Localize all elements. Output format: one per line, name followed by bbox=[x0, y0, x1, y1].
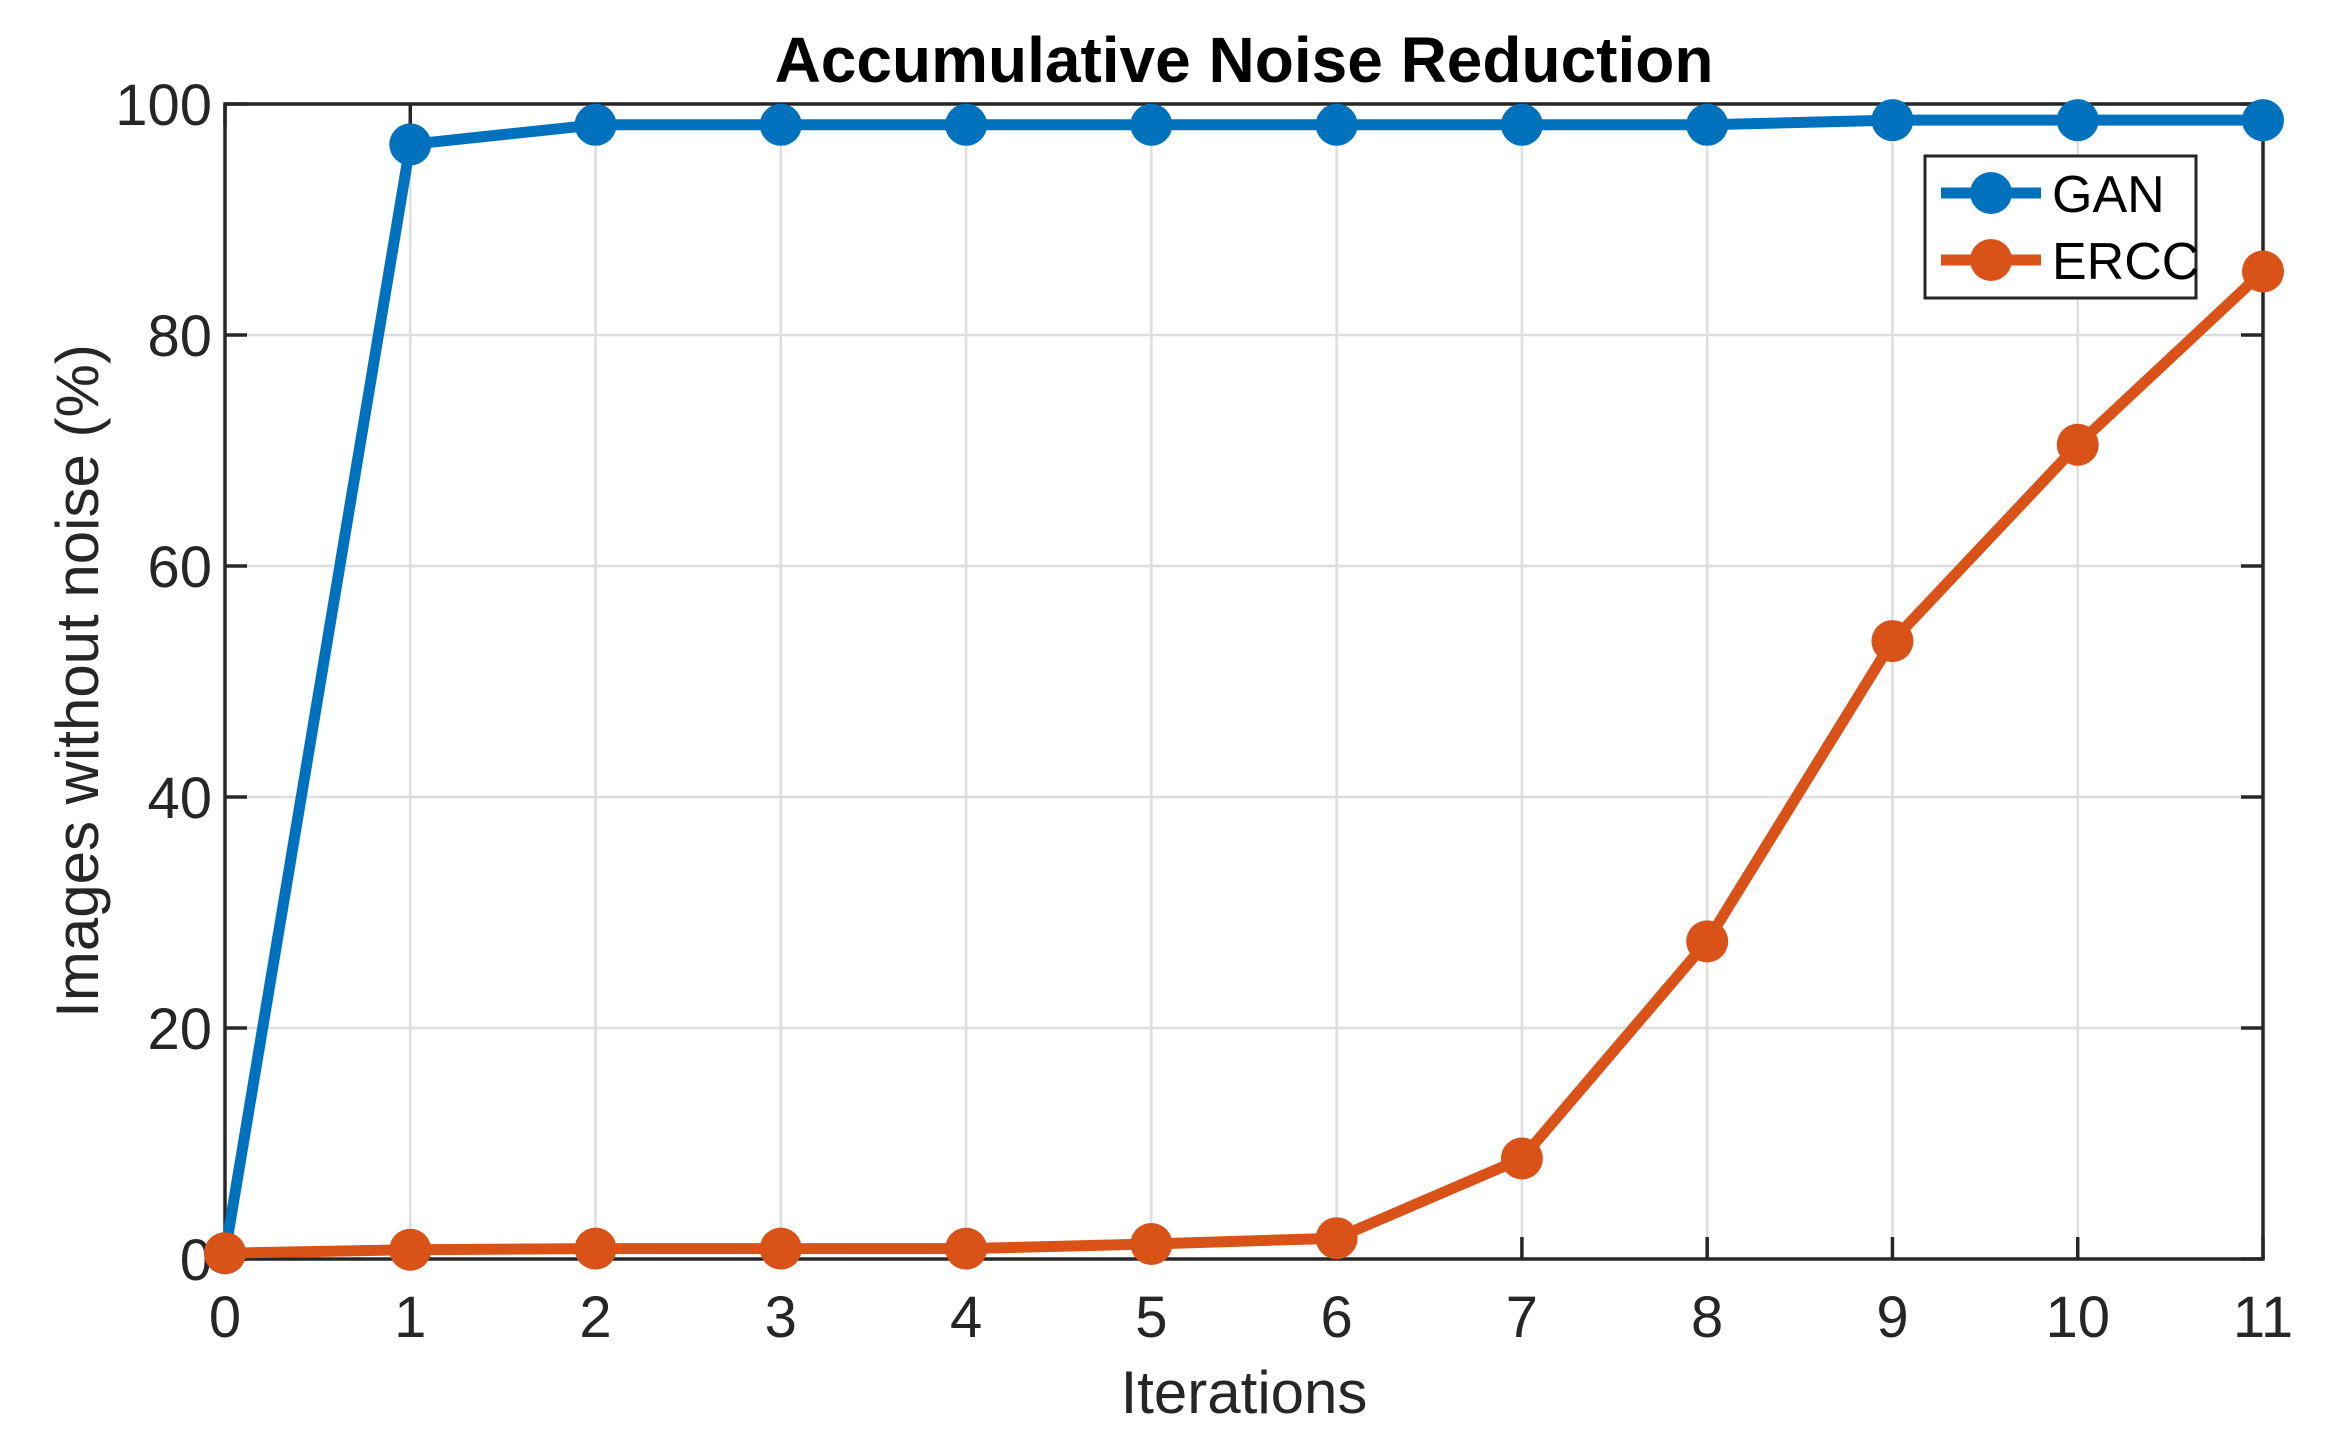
gan-marker bbox=[389, 123, 432, 166]
x-tick-label: 11 bbox=[2233, 1285, 2293, 1350]
ercc-marker bbox=[2056, 423, 2099, 466]
x-tick-label: 2 bbox=[579, 1285, 611, 1350]
gan-marker bbox=[1315, 103, 1358, 146]
ercc-line bbox=[219, 265, 2269, 1259]
y-tick-label: 40 bbox=[147, 766, 212, 831]
x-tick-label: 1 bbox=[394, 1285, 426, 1350]
x-tick-label: 0 bbox=[209, 1285, 241, 1350]
x-axis-label: Iterations bbox=[1121, 1359, 1368, 1426]
ercc-marker bbox=[2242, 250, 2284, 293]
axes-box bbox=[223, 102, 2265, 1261]
legend: GAN ERCC bbox=[1923, 154, 2199, 300]
y-tick-label: 20 bbox=[147, 997, 212, 1062]
legend-sample-marker-ercc bbox=[1970, 239, 2012, 281]
gan-marker bbox=[945, 103, 988, 146]
gan-marker bbox=[1871, 99, 1914, 142]
ercc-marker bbox=[204, 1232, 246, 1275]
gan-marker bbox=[2056, 99, 2099, 142]
ercc-marker bbox=[759, 1227, 802, 1270]
y-tick-label: 100 bbox=[115, 73, 212, 138]
gan-marker bbox=[574, 103, 617, 146]
legend-label-ercc: ERCC bbox=[2052, 233, 2199, 291]
plot-box bbox=[223, 102, 2265, 1261]
gan-marker bbox=[1130, 103, 1173, 146]
x-tick-label: 6 bbox=[1321, 1285, 1353, 1350]
legend-box bbox=[1923, 154, 2198, 300]
y-tick-label: 60 bbox=[147, 535, 212, 600]
gan-marker bbox=[1686, 103, 1729, 146]
legend-sample-marker-gan bbox=[1970, 172, 2012, 214]
ercc-marker bbox=[945, 1227, 988, 1270]
gan-marker bbox=[759, 103, 802, 146]
x-tick-label: 9 bbox=[1876, 1285, 1908, 1350]
y-axis-label: Images without noise (%) bbox=[44, 344, 111, 1018]
ercc-marker bbox=[1500, 1137, 1543, 1180]
gan-marker bbox=[1500, 103, 1543, 146]
ercc-marker bbox=[574, 1227, 617, 1270]
ercc-marker bbox=[1130, 1222, 1173, 1265]
chart-title: Accumulative Noise Reduction bbox=[775, 24, 1714, 96]
data-series bbox=[204, 99, 2284, 1275]
x-tick-label: 10 bbox=[2045, 1285, 2110, 1350]
x-tick-label: 5 bbox=[1135, 1285, 1167, 1350]
ercc-marker bbox=[389, 1228, 432, 1271]
ercc-marker bbox=[1686, 920, 1729, 963]
gan-marker bbox=[2242, 99, 2284, 142]
x-tick-label: 3 bbox=[765, 1285, 797, 1350]
x-tick-label: 7 bbox=[1506, 1285, 1538, 1350]
y-tick-label: 80 bbox=[147, 304, 212, 369]
ercc-marker bbox=[1871, 620, 1914, 663]
legend-samples bbox=[1941, 172, 2041, 281]
x-tick-label: 4 bbox=[950, 1285, 982, 1350]
x-tick-label: 8 bbox=[1691, 1285, 1723, 1350]
legend-label-gan: GAN bbox=[2052, 166, 2165, 224]
ercc-marker bbox=[1315, 1217, 1358, 1260]
gan-line bbox=[219, 114, 2269, 1259]
